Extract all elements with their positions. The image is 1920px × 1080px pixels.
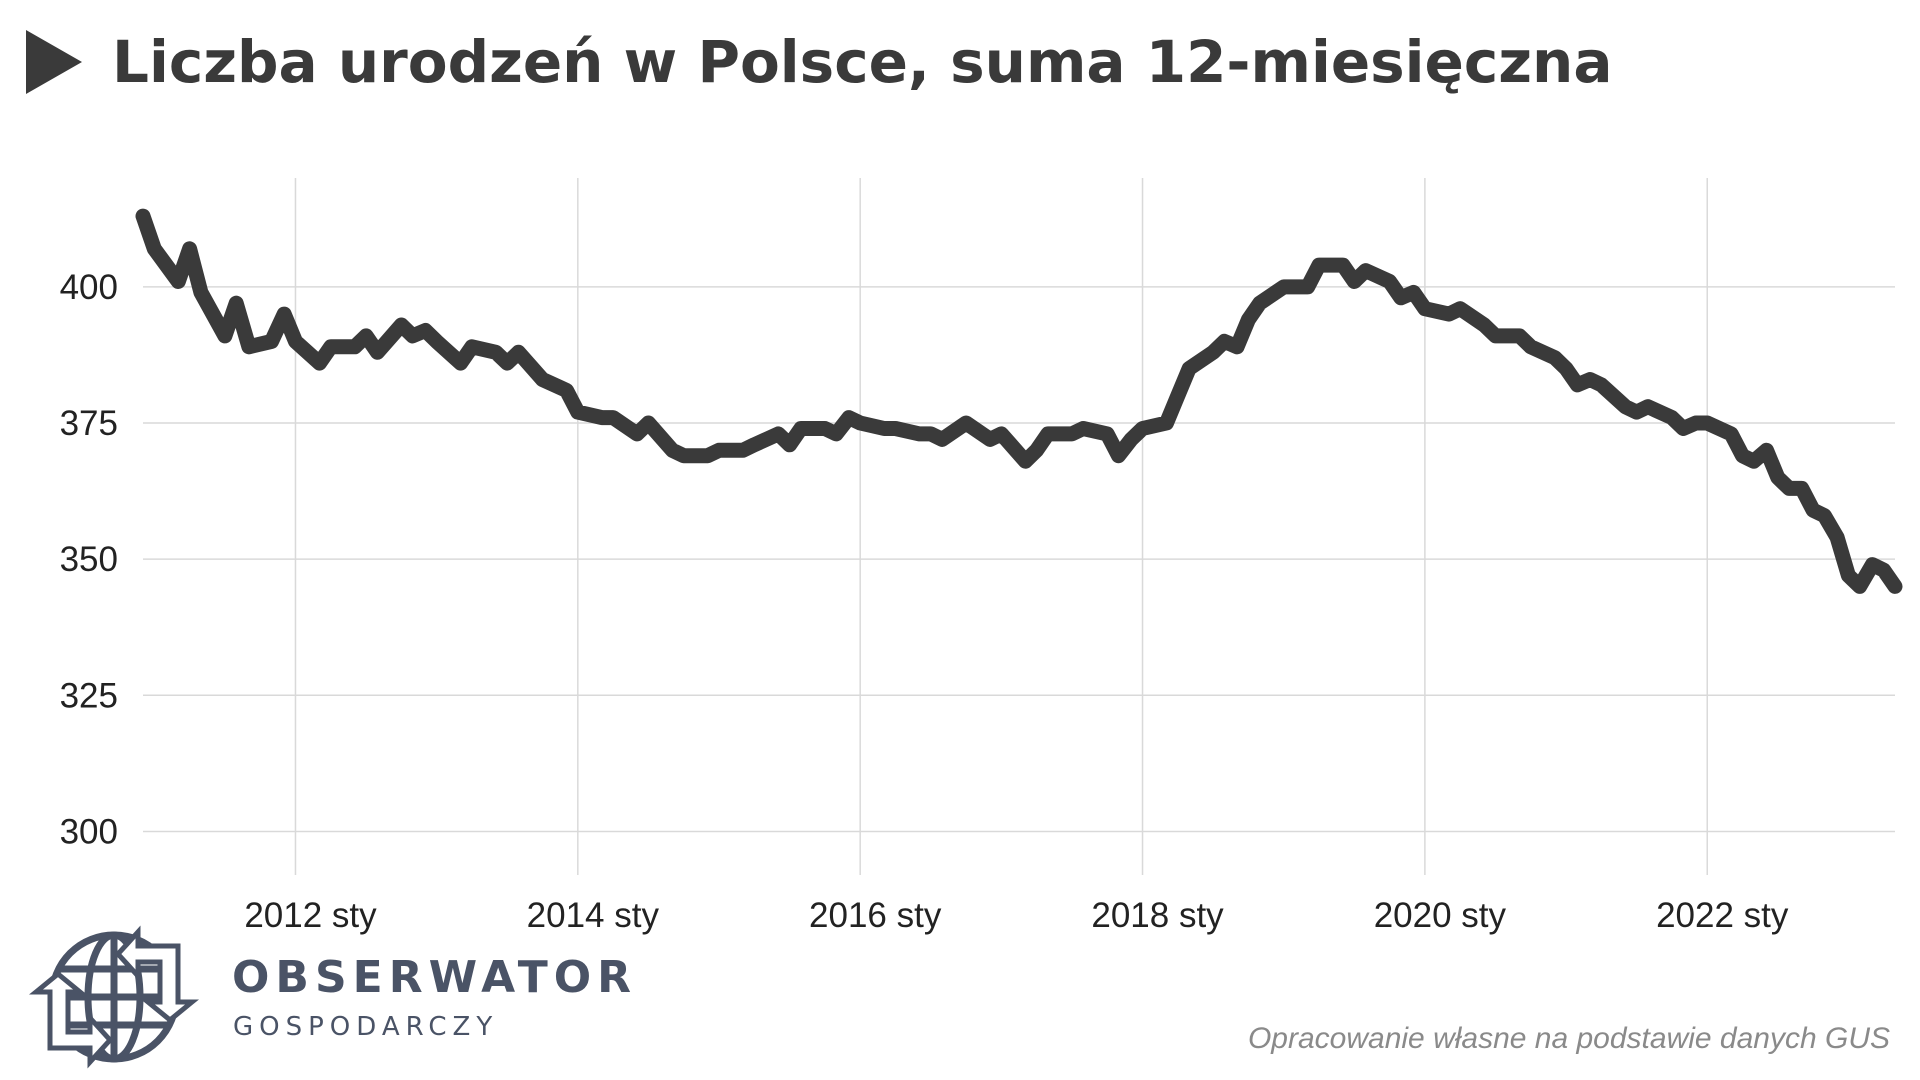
play-triangle-icon: [26, 30, 82, 94]
source-note: Opracowanie własne na podstawie danych G…: [1247, 1022, 1890, 1055]
y-tick-label: 325: [60, 676, 118, 715]
brand-subname: GOSPODARCZY: [233, 1012, 499, 1042]
y-tick-label: 350: [60, 540, 118, 579]
y-tick-label: 300: [60, 812, 118, 851]
x-tick-label: 2014 sty: [527, 896, 660, 935]
globe-arrows-icon: [28, 925, 200, 1069]
title-block: Liczba urodzeń w Polsce, suma 12-miesięc…: [26, 28, 1612, 96]
x-tick-label: 2018 sty: [1091, 896, 1224, 935]
y-tick-label: 400: [60, 268, 118, 307]
chart-title: Liczba urodzeń w Polsce, suma 12-miesięc…: [112, 28, 1613, 96]
x-tick-label: 2012 sty: [244, 896, 377, 935]
x-tick-label: 2016 sty: [809, 896, 942, 935]
x-tick-label: 2020 sty: [1374, 896, 1507, 935]
x-tick-label: 2022 sty: [1656, 896, 1789, 935]
y-tick-label: 375: [60, 404, 118, 443]
brand-name: OBSERWATOR: [232, 952, 638, 1003]
series-line: [135, 208, 1903, 594]
